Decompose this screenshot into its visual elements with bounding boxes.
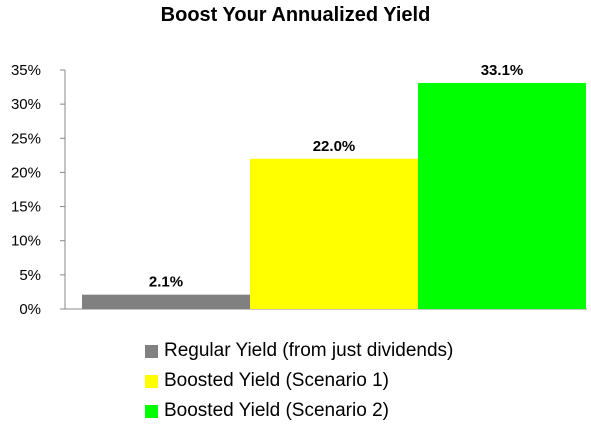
legend-swatch-scenario-2 xyxy=(145,404,158,418)
bar-1 xyxy=(82,294,250,309)
legend-item-scenario-1: Boosted Yield (Scenario 1) xyxy=(145,366,453,396)
data-label-1: 2.1% xyxy=(149,274,183,291)
data-label-3: 33.1% xyxy=(481,62,524,79)
legend-swatch-scenario-1 xyxy=(145,374,158,388)
y-tick-label: 20% xyxy=(11,164,41,181)
legend-label-scenario-2: Boosted Yield (Scenario 2) xyxy=(164,400,389,421)
bars xyxy=(82,82,586,309)
legend-swatch-regular xyxy=(145,344,158,358)
y-tick-label: 25% xyxy=(11,130,41,147)
y-tick-label: 30% xyxy=(11,96,41,113)
legend-label-scenario-1: Boosted Yield (Scenario 1) xyxy=(164,370,389,391)
legend: Regular Yield (from just dividends) Boos… xyxy=(145,336,453,426)
legend-item-scenario-2: Boosted Yield (Scenario 2) xyxy=(145,396,453,426)
y-tick-label: 5% xyxy=(19,267,41,284)
y-tick-label: 15% xyxy=(11,199,41,216)
legend-label-regular: Regular Yield (from just dividends) xyxy=(164,340,454,361)
chart-title: Boost Your Annualized Yield xyxy=(160,4,431,26)
data-label-2: 22.0% xyxy=(313,138,356,155)
legend-item-regular: Regular Yield (from just dividends) xyxy=(145,336,453,366)
y-axis: 0% 5% 10% 15% 20% 25% 30% 35% xyxy=(11,62,587,318)
y-tick-label: 10% xyxy=(11,233,41,250)
y-tick-label: 35% xyxy=(11,62,41,79)
data-labels: 2.1% 22.0% 33.1% xyxy=(149,62,523,291)
bar-2 xyxy=(250,158,418,309)
bar-3 xyxy=(418,82,586,309)
y-tick-label: 0% xyxy=(19,301,41,318)
